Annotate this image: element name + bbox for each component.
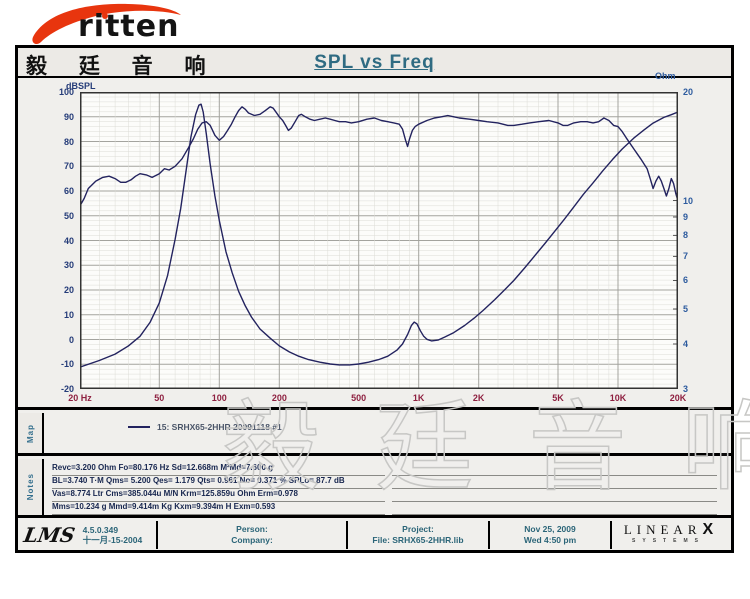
- notes-blank-rule-3: [392, 489, 717, 502]
- curve-legend: 15: SRHX65-2HHR 20091118 #1: [128, 422, 282, 432]
- legend-line-swatch: [128, 426, 150, 428]
- y-axis-left-tick-label: 30: [63, 260, 74, 271]
- y-right-axis-title: Ohm: [655, 71, 676, 81]
- y-axis-left-tick-label: 60: [63, 186, 74, 196]
- x-axis-tick-label: 100: [211, 393, 227, 403]
- footer-project-cell: Project: File: SRHX65-2HHR.lib: [346, 521, 488, 549]
- lms-version-date: 十一月-15-2004: [82, 535, 143, 545]
- y-axis-right-tick-label: 6: [683, 275, 689, 286]
- y-axis-left-tick-label: 70: [63, 161, 74, 172]
- lms-logo: LMS: [21, 522, 77, 547]
- x-axis-tick-label: 500: [351, 393, 367, 403]
- x-axis-tick-label: 5K: [552, 393, 564, 403]
- y-axis-right-tick-label: 5: [683, 304, 689, 315]
- y-axis-left-tick-label: -10: [60, 359, 74, 370]
- notes-blank-rule-2: [392, 476, 717, 489]
- linearx-name: LINEAR: [623, 521, 702, 537]
- y-axis-left-tick-label: 100: [58, 87, 74, 97]
- x-axis-tick-label: 10K: [609, 393, 627, 403]
- linearx-sub: SYSTEMS: [632, 537, 705, 544]
- x-axis-tick-label: 20K: [669, 393, 687, 403]
- y-axis-right-tick-label: 3: [683, 384, 689, 394]
- company-label: Company:: [231, 535, 273, 545]
- x-axis-tick-label: 1K: [412, 393, 425, 403]
- linearx-logo: LINEAR X SYSTEMS: [610, 521, 725, 549]
- notes-blank-rule-1: [392, 463, 717, 476]
- notes-blank-rule-4: [392, 502, 717, 515]
- y-axis-right-tick-label: 10: [683, 195, 694, 206]
- file-label: File: SRHX65-2HHR.lib: [372, 535, 464, 545]
- y-left-axis-title: dBSPL: [66, 81, 96, 91]
- spl-plot-svg: [80, 92, 678, 389]
- brand-name: ritten: [78, 9, 180, 44]
- lms-version: 4.5.0.349: [82, 525, 119, 535]
- footer-datetime-cell: Nov 25, 2009 Wed 4:50 pm: [488, 521, 610, 549]
- report-time: Wed 4:50 pm: [523, 535, 577, 545]
- y-axis-left-tick-label: 10: [63, 309, 74, 320]
- notes-line-4: Mms=10.234 g Mmd=9.414m Kg Kxm=9.394m H …: [52, 502, 385, 515]
- y-axis-right-tick-label: 7: [683, 251, 689, 262]
- brand-logo: ritten: [26, 0, 201, 48]
- y-axis-left-tick-label: 50: [63, 210, 74, 221]
- chart-title: SPL vs Freq: [314, 52, 435, 73]
- chart-area: LMS 20 Hz501002005001K2K5K10K20K10090807…: [18, 80, 731, 457]
- y-axis-left-tick-label: 20: [63, 285, 74, 295]
- y-axis-left-tick-label: 90: [63, 111, 74, 122]
- notes-tab: Notes: [18, 459, 44, 515]
- y-axis-left-tick-label: -20: [60, 384, 74, 394]
- project-label: Project:: [402, 524, 434, 534]
- x-axis-tick-label: 20 Hz: [68, 393, 92, 403]
- x-axis-tick-label: 50: [154, 393, 165, 403]
- map-tab: Map: [18, 413, 44, 453]
- y-axis-left-tick-label: 0: [68, 334, 74, 345]
- y-axis-left-tick-label: 40: [63, 235, 74, 246]
- y-axis-left-tick-label: 80: [63, 136, 74, 147]
- map-panel: Map 15: SRHX65-2HHR 20091118 #1: [18, 413, 731, 456]
- footer-bar: LMS 4.5.0.349 十一月-15-2004 Person: Compan…: [18, 521, 731, 549]
- linearx-x: X: [702, 520, 714, 538]
- brand-chinese-name: 毅 廷 音 响: [26, 55, 219, 78]
- y-axis-right-tick-label: 8: [683, 230, 689, 241]
- footer-person-cell: Person: Company:: [156, 521, 346, 549]
- report-date: Nov 25, 2009: [524, 524, 576, 534]
- notes-line-1: Revc=3.200 Ohm Fo=80.176 Hz Sd=12.668m M…: [52, 463, 385, 476]
- title-bar: 毅 廷 音 响 SPL vs Freq: [18, 48, 731, 78]
- y-axis-right-tick-label: 4: [683, 338, 689, 349]
- x-axis-tick-label: 2K: [472, 393, 485, 403]
- brand-swoosh-icon: [32, 3, 181, 45]
- y-axis-right-tick-label: 9: [683, 212, 689, 222]
- legend-text: 15: SRHX65-2HHR 20091118 #1: [157, 422, 282, 432]
- y-axis-right-tick-label: 20: [683, 87, 694, 97]
- notes-line-3: Vas=8.774 Ltr Cms=385.044u M/N Krm=125.8…: [52, 489, 385, 502]
- notes-line-2: BL=3.740 T·M Qms= 5.200 Qes= 1.179 Qts= …: [52, 476, 385, 489]
- notes-panel: Notes Revc=3.200 Ohm Fo=80.176 Hz Sd=12.…: [18, 459, 731, 518]
- brand-i-dot-icon: [102, 13, 108, 19]
- x-axis-tick-label: 200: [271, 393, 287, 403]
- footer-lms-cell: LMS 4.5.0.349 十一月-15-2004: [18, 521, 156, 549]
- person-label: Person:: [236, 524, 268, 534]
